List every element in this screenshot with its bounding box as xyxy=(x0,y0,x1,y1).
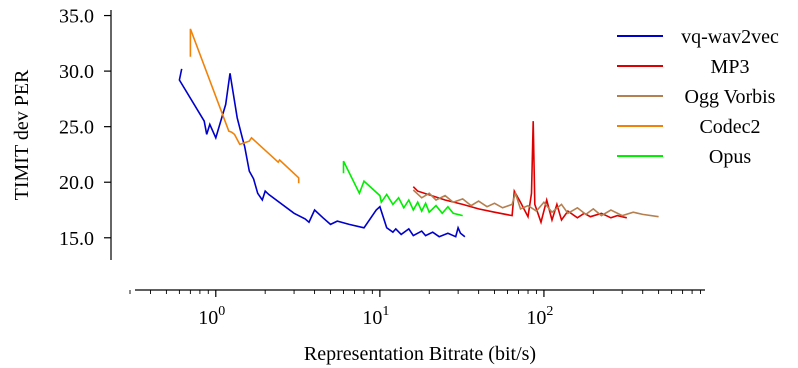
x-axis-title: Representation Bitrate (bit/s) xyxy=(304,343,536,365)
legend-label-codec2: Codec2 xyxy=(699,116,760,138)
legend-label-ogg-vorbis: Ogg Vorbis xyxy=(685,86,776,108)
series-line-opus xyxy=(342,160,463,217)
y-tick-label: 15.0 xyxy=(59,228,94,250)
y-tick-label: 25.0 xyxy=(59,117,94,139)
series-layer xyxy=(178,28,659,238)
series-line-mp3 xyxy=(412,121,627,225)
legend: vq-wav2vec MP3 Ogg Vorbis Codec2 Opus xyxy=(617,26,779,168)
legend-label-vq-wav2vec: vq-wav2vec xyxy=(681,26,779,48)
series-line-codec2 xyxy=(189,28,300,184)
x-axis: 100 101 102 xyxy=(129,289,705,329)
x-tick-label: 100 xyxy=(198,304,225,329)
x-tick-label: 102 xyxy=(526,304,553,329)
x-tick-label: 101 xyxy=(362,304,389,329)
y-axis-title: TIMIT dev PER xyxy=(11,69,33,200)
legend-label-opus: Opus xyxy=(709,146,751,168)
y-tick-label: 30.0 xyxy=(59,61,94,83)
series-line-ogg-vorbis xyxy=(412,189,659,218)
series-line-vq-wav2vec xyxy=(178,68,466,238)
y-tick-label: 35.0 xyxy=(59,6,94,28)
legend-label-mp3: MP3 xyxy=(711,56,750,78)
y-axis: 15.0 20.0 25.0 30.0 35.0 xyxy=(59,6,112,260)
y-tick-label: 20.0 xyxy=(59,172,94,194)
